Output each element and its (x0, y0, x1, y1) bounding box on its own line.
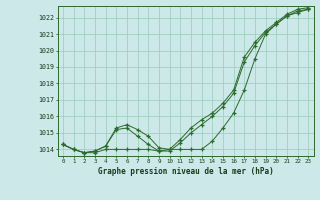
X-axis label: Graphe pression niveau de la mer (hPa): Graphe pression niveau de la mer (hPa) (98, 167, 274, 176)
